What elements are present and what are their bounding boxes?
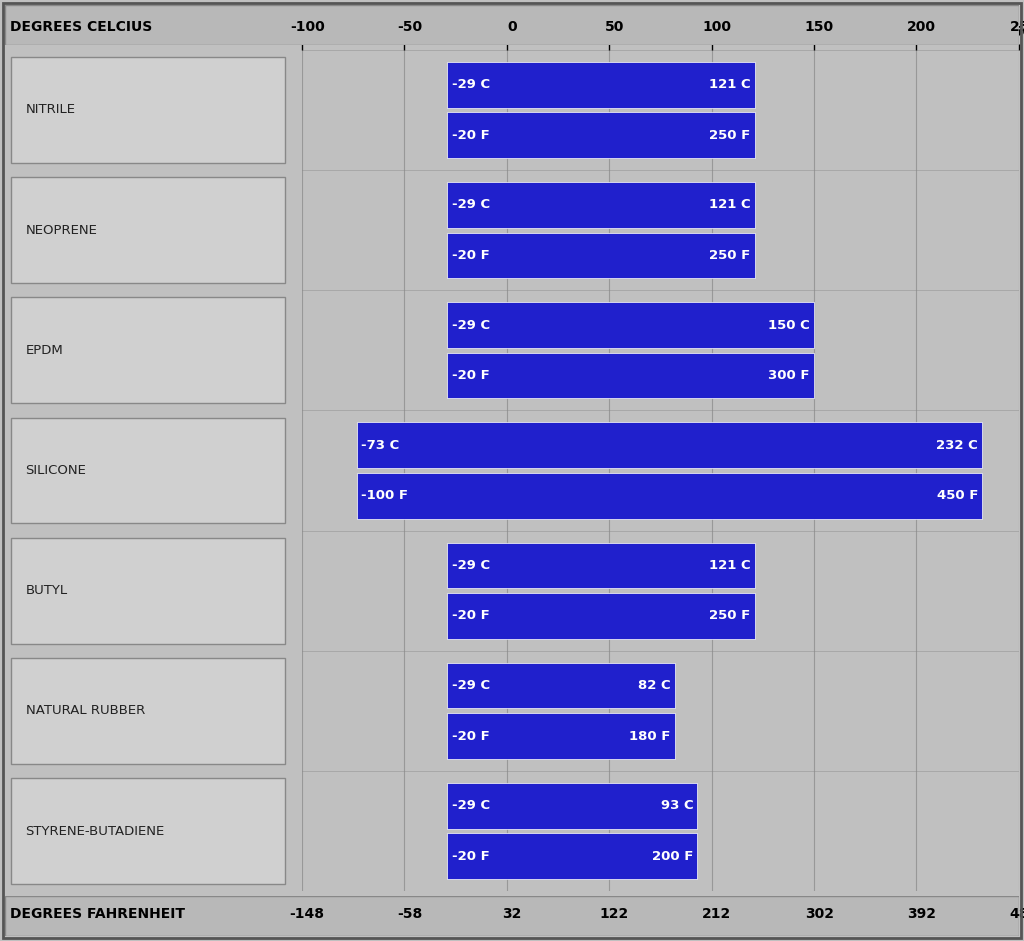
Bar bbox=[447, 353, 814, 398]
Text: 250 F: 250 F bbox=[710, 610, 751, 622]
Bar bbox=[447, 783, 697, 829]
Text: 0: 0 bbox=[507, 20, 517, 34]
Text: -58: -58 bbox=[397, 907, 422, 921]
Bar bbox=[447, 302, 814, 348]
Text: 121 C: 121 C bbox=[709, 78, 751, 91]
Text: -20 F: -20 F bbox=[452, 850, 489, 863]
Text: 200 F: 200 F bbox=[652, 850, 693, 863]
Text: 93 C: 93 C bbox=[660, 799, 693, 812]
Text: 250: 250 bbox=[1010, 20, 1024, 34]
Bar bbox=[357, 473, 982, 518]
Text: BUTYL: BUTYL bbox=[26, 584, 68, 598]
Text: STYRENE-BUTADIENE: STYRENE-BUTADIENE bbox=[26, 824, 165, 837]
Text: -100 F: -100 F bbox=[361, 489, 409, 502]
Text: 100: 100 bbox=[702, 20, 731, 34]
Bar bbox=[447, 713, 675, 759]
Text: -29 C: -29 C bbox=[452, 799, 489, 812]
Text: DEGREES CELCIUS: DEGREES CELCIUS bbox=[10, 20, 153, 34]
Text: -29 C: -29 C bbox=[452, 199, 489, 212]
Text: -20 F: -20 F bbox=[452, 369, 489, 382]
Text: 121 C: 121 C bbox=[709, 199, 751, 212]
FancyBboxPatch shape bbox=[11, 658, 286, 764]
FancyBboxPatch shape bbox=[11, 177, 286, 283]
Bar bbox=[447, 593, 755, 639]
Text: -148: -148 bbox=[290, 907, 325, 921]
Text: -20 F: -20 F bbox=[452, 248, 489, 262]
Text: -100: -100 bbox=[290, 20, 325, 34]
Text: 200: 200 bbox=[907, 20, 936, 34]
Text: NEOPRENE: NEOPRENE bbox=[26, 224, 97, 236]
Text: NATURAL RUBBER: NATURAL RUBBER bbox=[26, 705, 144, 717]
Text: NITRILE: NITRILE bbox=[26, 104, 76, 117]
Text: 150: 150 bbox=[805, 20, 834, 34]
Text: 300 F: 300 F bbox=[768, 369, 810, 382]
Text: -50: -50 bbox=[397, 20, 422, 34]
FancyBboxPatch shape bbox=[11, 418, 286, 523]
Text: 450 F: 450 F bbox=[937, 489, 978, 502]
Text: SILICONE: SILICONE bbox=[26, 464, 86, 477]
Bar bbox=[447, 834, 697, 879]
Text: -20 F: -20 F bbox=[452, 129, 489, 142]
FancyBboxPatch shape bbox=[11, 778, 286, 884]
Text: -29 C: -29 C bbox=[452, 679, 489, 693]
Text: -20 F: -20 F bbox=[452, 610, 489, 622]
Text: -29 C: -29 C bbox=[452, 78, 489, 91]
Text: 121 C: 121 C bbox=[709, 559, 751, 572]
Text: 122: 122 bbox=[600, 907, 629, 921]
Text: DEGREES FAHRENHEIT: DEGREES FAHRENHEIT bbox=[10, 907, 185, 921]
Bar bbox=[447, 112, 755, 158]
Text: 392: 392 bbox=[907, 907, 936, 921]
Text: 250 F: 250 F bbox=[710, 248, 751, 262]
Text: 180 F: 180 F bbox=[630, 729, 671, 742]
Text: 32: 32 bbox=[503, 907, 521, 921]
Text: EPDM: EPDM bbox=[26, 343, 63, 357]
Text: 150 C: 150 C bbox=[768, 319, 810, 331]
Text: 50: 50 bbox=[605, 20, 624, 34]
Bar bbox=[357, 423, 982, 468]
Text: -29 C: -29 C bbox=[452, 319, 489, 331]
Text: 302: 302 bbox=[805, 907, 834, 921]
Bar bbox=[447, 62, 755, 107]
Text: 212: 212 bbox=[702, 907, 731, 921]
Text: -73 C: -73 C bbox=[361, 439, 399, 452]
Bar bbox=[447, 232, 755, 279]
Bar bbox=[447, 662, 675, 709]
Bar bbox=[447, 182, 755, 228]
FancyBboxPatch shape bbox=[11, 297, 286, 403]
Text: 232 C: 232 C bbox=[936, 439, 978, 452]
Text: 482: 482 bbox=[1010, 907, 1024, 921]
FancyBboxPatch shape bbox=[11, 57, 286, 163]
Text: -29 C: -29 C bbox=[452, 559, 489, 572]
Bar bbox=[447, 543, 755, 588]
Text: 82 C: 82 C bbox=[638, 679, 671, 693]
Text: -20 F: -20 F bbox=[452, 729, 489, 742]
FancyBboxPatch shape bbox=[11, 538, 286, 644]
Text: 250 F: 250 F bbox=[710, 129, 751, 142]
